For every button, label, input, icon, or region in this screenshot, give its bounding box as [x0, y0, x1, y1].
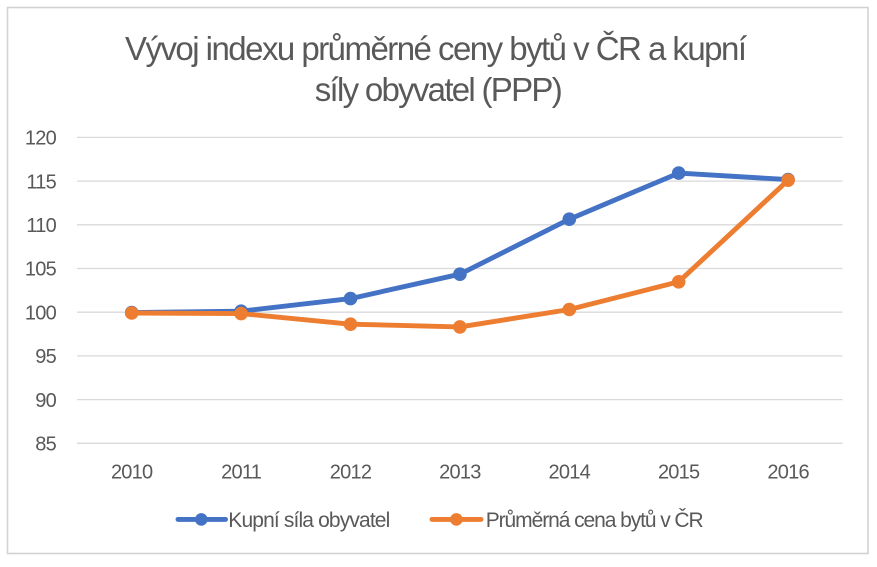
svg-text:2011: 2011 — [221, 461, 262, 483]
svg-text:2015: 2015 — [658, 461, 700, 483]
svg-text:85: 85 — [35, 434, 56, 456]
svg-text:Kupní síla obyvatel: Kupní síla obyvatel — [228, 509, 390, 532]
svg-text:Průměrná cena bytů v ČR: Průměrná cena bytů v ČR — [486, 509, 704, 532]
svg-text:2012: 2012 — [330, 461, 372, 483]
svg-text:2010: 2010 — [111, 461, 153, 483]
svg-text:105: 105 — [25, 259, 57, 281]
svg-text:Vývoj indexu průměrné ceny byt: Vývoj indexu průměrné ceny bytů v ČR a k… — [125, 30, 747, 67]
svg-text:100: 100 — [25, 302, 57, 324]
svg-text:95: 95 — [35, 346, 56, 368]
svg-text:115: 115 — [26, 171, 56, 193]
svg-text:2013: 2013 — [439, 461, 481, 483]
svg-text:síly obyvatel (PPP): síly obyvatel (PPP) — [315, 71, 563, 108]
svg-text:2014: 2014 — [549, 461, 591, 483]
svg-text:120: 120 — [25, 128, 57, 150]
svg-text:2016: 2016 — [767, 461, 809, 483]
svg-text:110: 110 — [26, 215, 56, 237]
svg-text:90: 90 — [35, 390, 56, 412]
